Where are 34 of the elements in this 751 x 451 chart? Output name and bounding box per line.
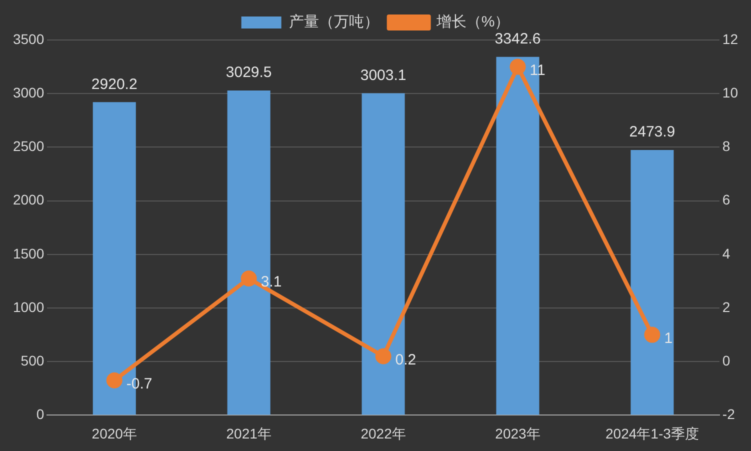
x-tick-label: 2021年 xyxy=(226,425,272,442)
x-tick-label: 2024年1-3季度 xyxy=(606,425,699,442)
data-label: 3003.1 xyxy=(360,66,406,84)
point xyxy=(510,58,526,75)
y2-tick-label: 4 xyxy=(722,245,730,262)
data-label: 2920.2 xyxy=(91,76,138,93)
data-label: 1 xyxy=(664,330,673,347)
y2-tick-label: 10 xyxy=(722,84,738,100)
point xyxy=(644,326,660,343)
point xyxy=(106,372,122,388)
data-label: 3342.6 xyxy=(494,30,541,48)
data-label: 2473.9 xyxy=(629,124,676,141)
x-tick-label: 2022年 xyxy=(360,425,406,442)
x-tick-label: 2020年 xyxy=(92,425,137,442)
y-tick-label: 3000 xyxy=(12,84,44,100)
y2-tick-label: 8 xyxy=(722,138,730,154)
point xyxy=(375,348,392,364)
y-tick-label: 2500 xyxy=(12,138,44,154)
y-tick-label: 2000 xyxy=(12,192,44,208)
y2-tick-label: 2 xyxy=(722,298,730,315)
y-tick-label: 0 xyxy=(36,406,44,422)
y-tick-label: 1500 xyxy=(12,245,44,262)
y2-tick-label: 12 xyxy=(722,30,738,47)
y-tick-label: 500 xyxy=(20,352,44,368)
point xyxy=(240,270,257,287)
x-tick-label: 2023年 xyxy=(495,425,540,442)
y2-tick-label: 0 xyxy=(722,352,730,368)
legend-label: 增长（%） xyxy=(435,14,510,31)
data-label: 3029.5 xyxy=(226,64,272,82)
y-tick-label: 3500 xyxy=(12,30,44,47)
y-tick-label: 1000 xyxy=(12,298,44,315)
y2-tick-label: -2 xyxy=(722,406,736,422)
legend-label: 产量（万吨） xyxy=(288,14,379,31)
y2-tick-label: 6 xyxy=(722,192,730,208)
